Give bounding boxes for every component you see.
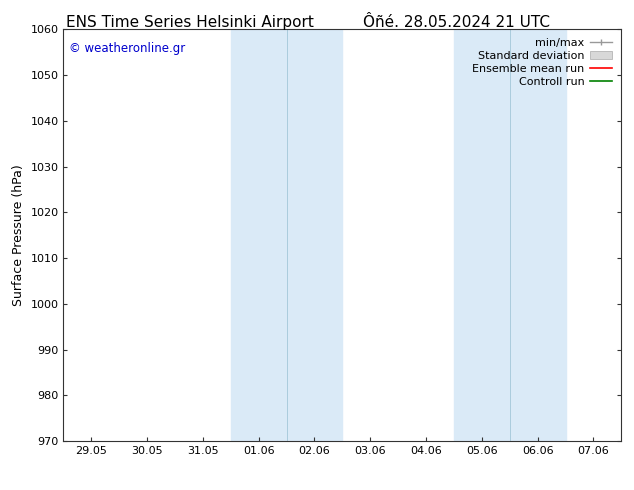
Text: Ôñé. 28.05.2024 21 UTC: Ôñé. 28.05.2024 21 UTC <box>363 15 550 30</box>
Text: © weatheronline.gr: © weatheronline.gr <box>69 42 185 55</box>
Bar <box>454 29 566 441</box>
Y-axis label: Surface Pressure (hPa): Surface Pressure (hPa) <box>12 164 25 306</box>
Text: ENS Time Series Helsinki Airport: ENS Time Series Helsinki Airport <box>67 15 314 30</box>
Bar <box>231 29 342 441</box>
Legend: min/max, Standard deviation, Ensemble mean run, Controll run: min/max, Standard deviation, Ensemble me… <box>469 35 616 90</box>
